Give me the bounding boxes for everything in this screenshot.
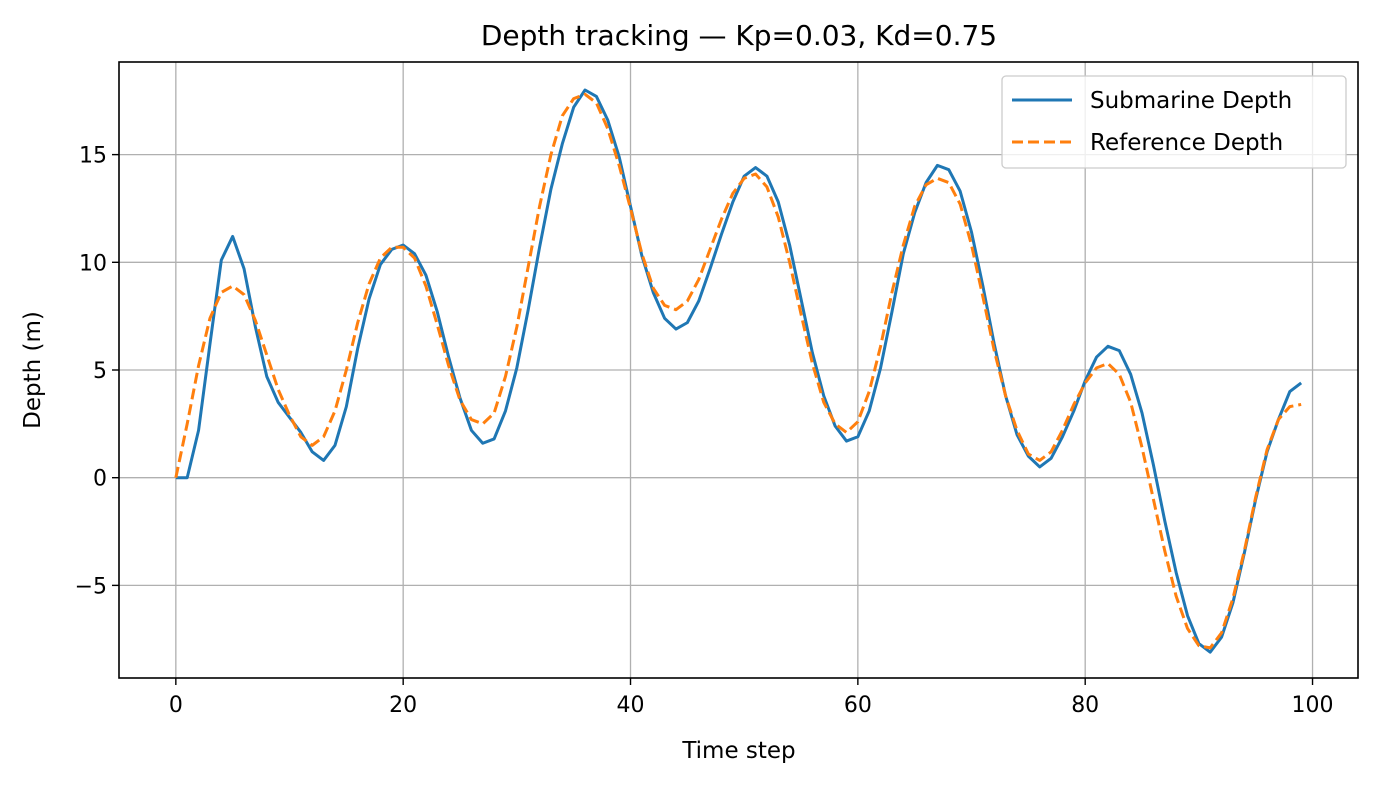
y-tick-label: 15 <box>79 144 107 169</box>
y-tick-label: 0 <box>93 467 107 492</box>
x-axis-ticks: 0 20 40 60 80 100 <box>169 678 1334 718</box>
series-line-submarine-depth <box>175 88 1303 654</box>
x-tick-label: 0 <box>169 693 183 718</box>
x-axis-label: Time step <box>681 738 795 764</box>
x-tick-label: 80 <box>1071 693 1099 718</box>
x-tick-label: 40 <box>617 693 645 718</box>
x-tick-label: 100 <box>1292 693 1334 718</box>
x-tick-label: 20 <box>389 693 417 718</box>
y-axis-label: Depth (m) <box>20 311 46 429</box>
series-line-reference-depth <box>174 92 1302 650</box>
legend-box <box>1001 75 1347 169</box>
y-tick-label: 10 <box>79 251 107 276</box>
x-tick-label: 60 <box>844 693 872 718</box>
legend-label-reference-depth: Reference Depth <box>1090 130 1283 156</box>
y-axis-ticks: −5 0 5 10 15 <box>75 144 119 599</box>
chart-title: Depth tracking — Kp=0.03, Kd=0.75 <box>481 19 997 52</box>
y-tick-label: 5 <box>93 359 107 384</box>
series-layer <box>174 88 1303 654</box>
legend-label-submarine-depth: Submarine Depth <box>1090 88 1292 114</box>
legend: Submarine Depth Reference Depth <box>1001 75 1347 169</box>
y-tick-label: −5 <box>75 574 107 599</box>
